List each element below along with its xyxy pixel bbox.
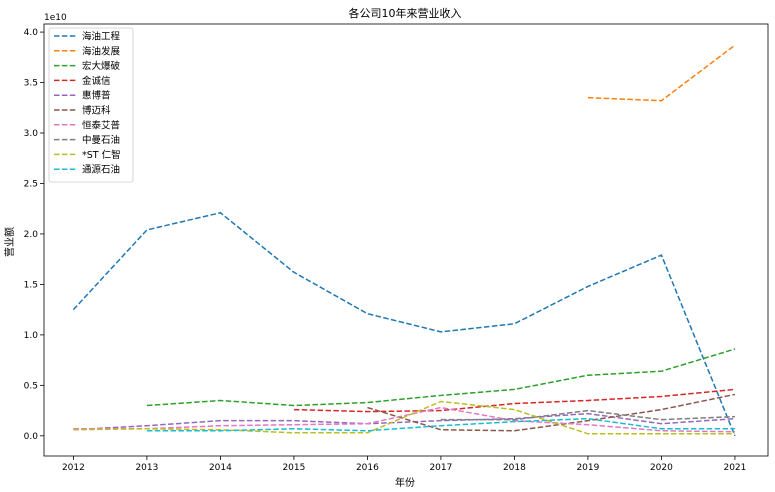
series-line-8 bbox=[440, 409, 735, 421]
legend-label-9: *ST 仁智 bbox=[82, 149, 121, 161]
x-tick-label: 2013 bbox=[135, 463, 158, 473]
series-line-4 bbox=[293, 388, 735, 413]
legend-label-3: 宏大爆破 bbox=[82, 60, 121, 72]
legend-label-2: 海油发展 bbox=[82, 45, 121, 57]
y-tick-label: 3.5 bbox=[24, 79, 38, 89]
x-tick-label: 2020 bbox=[650, 463, 673, 473]
plot-frame bbox=[43, 23, 769, 457]
series-line-10 bbox=[146, 417, 735, 432]
x-tick-label: 2021 bbox=[723, 463, 746, 473]
legend-label-4: 金诚信 bbox=[82, 75, 111, 87]
legend-label-7: 恒泰艾普 bbox=[82, 119, 121, 131]
series-line-9 bbox=[73, 400, 735, 435]
series-line-7 bbox=[73, 406, 735, 433]
chart-title: 各公司10年来营业收入 bbox=[349, 6, 462, 20]
legend-label-8: 中曼石油 bbox=[82, 134, 120, 146]
y-tick-label: 0.5 bbox=[24, 381, 38, 391]
y-tick-label: 3.0 bbox=[24, 129, 39, 139]
series-line-6 bbox=[367, 393, 736, 432]
y-tick-label: 2.5 bbox=[24, 179, 38, 189]
x-tick-label: 2017 bbox=[429, 463, 452, 473]
x-tick-label: 2012 bbox=[62, 463, 85, 473]
y-tick-label: 2.0 bbox=[24, 230, 39, 240]
y-offset-label: 1e10 bbox=[44, 13, 67, 23]
y-tick-label: 1.5 bbox=[24, 280, 38, 290]
y-tick-label: 0.0 bbox=[24, 432, 39, 442]
y-axis-label: 营业额 bbox=[3, 227, 16, 257]
legend-label-6: 博迈科 bbox=[82, 105, 111, 117]
x-tick-label: 2015 bbox=[282, 463, 305, 473]
x-tick-label: 2016 bbox=[356, 463, 379, 473]
legend-label-10: 通源石油 bbox=[82, 164, 120, 176]
plot-area: 2012 2013 2014 2015 2016 2017 2018 2019 2020 2021… bbox=[24, 23, 769, 473]
y-tick-label: 4.0 bbox=[24, 28, 39, 38]
series-line-2 bbox=[587, 44, 736, 102]
y-tick-label: 1.0 bbox=[24, 331, 39, 341]
x-tick-label: 2014 bbox=[209, 463, 232, 473]
series-line-3 bbox=[146, 348, 736, 407]
x-tick-label: 2019 bbox=[576, 463, 599, 473]
legend-label-5: 惠博普 bbox=[82, 90, 111, 102]
series-line-1 bbox=[72, 211, 736, 437]
x-axis-label: 年份 bbox=[395, 476, 415, 489]
legend-label-1: 海油工程 bbox=[82, 31, 121, 43]
x-tick-label: 2018 bbox=[503, 463, 526, 473]
legend-box bbox=[48, 27, 134, 183]
